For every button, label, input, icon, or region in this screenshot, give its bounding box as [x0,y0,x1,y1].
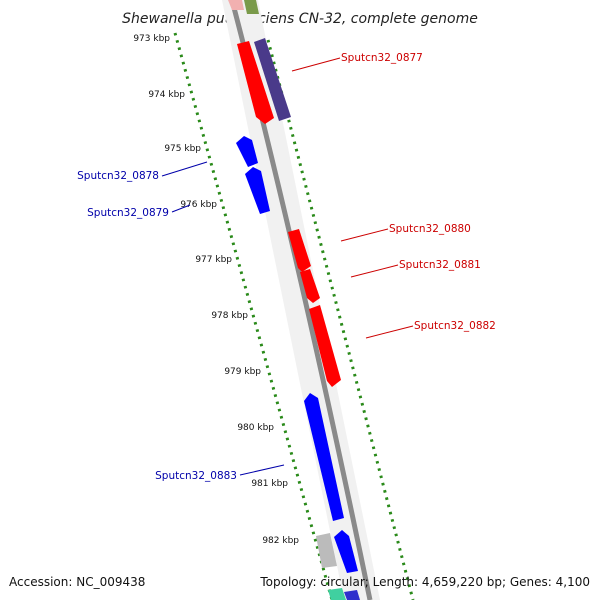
accession-text: Accession: NC_009438 [9,575,145,589]
leader-0881 [350,264,399,278]
partial-gene-bottom-gray [316,533,337,568]
kbp-axis-labels: 973 kbp 974 kbp 975 kbp 976 kbp 977 kbp … [133,34,299,546]
kbp-label-975: 975 kbp [164,144,201,154]
partial-gene-bottom-navy [344,590,360,600]
gene-label-0879[interactable]: Sputcn32_0879 [87,207,169,219]
kbp-label-976: 976 kbp [180,200,217,210]
gene-label-0881[interactable]: Sputcn32_0881 [399,259,481,271]
kbp-label-974: 974 kbp [148,90,185,100]
gene-label-0883[interactable]: Sputcn32_0883 [155,470,237,482]
leader-0879 [171,204,191,213]
gene-label-0877[interactable]: Sputcn32_0877 [341,52,423,64]
right-ruler [266,39,415,600]
gene-label-0882[interactable]: Sputcn32_0882 [414,320,496,332]
gene-0881-arrow [300,269,320,303]
kbp-label-978: 978 kbp [211,311,248,321]
partial-gene-top-right [244,0,259,14]
kbp-label-980: 980 kbp [237,423,274,433]
gene-0878-arrow [236,136,258,167]
topology-text: Topology: circular; Length: 4,659,220 bp… [259,575,590,589]
kbp-label-977: 977 kbp [195,255,232,265]
partial-gene-bottom-teal [328,588,346,600]
genome-band [222,0,380,600]
partial-gene-bottom-blue [334,530,358,573]
leader-0883 [239,464,285,476]
gene-label-0878[interactable]: Sputcn32_0878 [77,170,159,182]
map-title: Shewanella putrefaciens CN-32, complete … [122,11,478,27]
kbp-label-981: 981 kbp [251,479,288,489]
gene-0877-purple-block [254,38,291,121]
leader-0880 [340,228,389,242]
gene-0877-red-arrow [237,41,274,124]
kbp-label-979: 979 kbp [224,367,261,377]
leader-0878 [161,161,208,177]
gene-0883-arrow [304,393,344,521]
leader-0877 [291,57,341,72]
kbp-label-973: 973 kbp [133,34,170,44]
gene-label-0880[interactable]: Sputcn32_0880 [389,223,471,235]
left-ruler [173,32,334,600]
leader-0882 [365,325,414,339]
gene-0879-arrow [245,167,270,214]
gene-0882-arrow [309,305,341,387]
gene-0880-arrow [288,229,311,272]
kbp-label-982: 982 kbp [262,536,299,546]
partial-gene-top-left [228,0,244,10]
